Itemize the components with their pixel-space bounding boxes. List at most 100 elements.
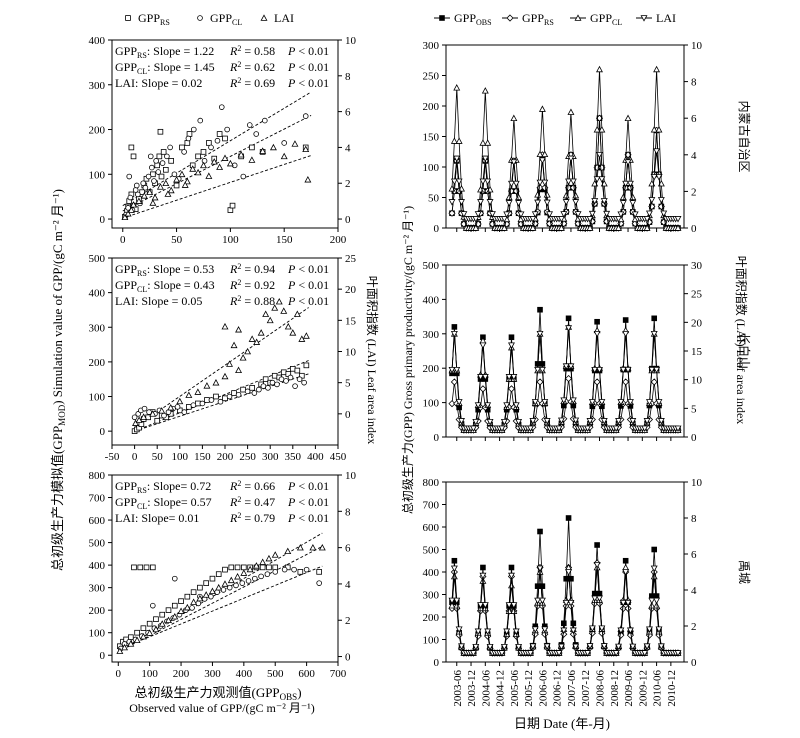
point-gpp-cl xyxy=(190,126,197,133)
point-gpp-rs xyxy=(190,589,197,595)
point-lai xyxy=(181,181,189,188)
point-lai xyxy=(216,163,224,170)
point-gpp-rs xyxy=(617,631,625,639)
legend-entry: GPPCL xyxy=(210,11,242,27)
point-lai xyxy=(653,597,661,605)
point-lai xyxy=(629,200,637,207)
point-lai xyxy=(309,543,317,551)
point-lai xyxy=(615,418,622,425)
point-gpp-cl xyxy=(453,84,461,91)
point-gpp-rs xyxy=(241,564,247,571)
point-gpp-rs xyxy=(128,634,134,641)
point-gpp-cl xyxy=(479,139,487,146)
point-gpp-rs xyxy=(262,376,269,383)
point-gpp-cl xyxy=(596,65,603,73)
point-gpp-cl xyxy=(643,224,651,231)
point-gpp-cl xyxy=(153,158,159,164)
point-gpp-rs xyxy=(617,220,625,228)
point-gpp-cl xyxy=(145,173,152,180)
point-gpp-rs xyxy=(143,564,150,571)
point-gpp-rs xyxy=(271,372,278,379)
lai-tick-label: 2 xyxy=(691,621,697,633)
point-gpp-cl xyxy=(543,191,551,198)
point-lai xyxy=(588,625,596,632)
point-lai xyxy=(304,176,312,183)
point-gpp-cl xyxy=(245,578,252,584)
y-tick-label: 200 xyxy=(423,101,440,113)
y-tick-label: 250 xyxy=(423,71,440,83)
point-lai xyxy=(158,407,166,414)
point-lai xyxy=(653,366,661,374)
point-lai xyxy=(538,366,546,374)
point-lai xyxy=(645,399,653,406)
x-tick-label: 300 xyxy=(262,451,279,463)
point-lai xyxy=(557,417,565,425)
point-gpp-cl xyxy=(586,224,594,231)
point-lai xyxy=(450,178,458,186)
point-lai xyxy=(177,607,185,614)
point-lai xyxy=(624,159,632,166)
lai-tick-label: 4 xyxy=(345,579,351,591)
point-lai xyxy=(280,152,288,160)
point-gpp-cl xyxy=(262,117,268,124)
point-lai xyxy=(555,425,563,433)
point-lai xyxy=(619,366,627,374)
point-gpp-rs xyxy=(631,220,639,228)
point-lai xyxy=(588,210,596,218)
point-lai xyxy=(674,216,682,223)
point-gpp-cl xyxy=(133,182,140,189)
point-lai xyxy=(486,644,494,651)
point-gpp-cl xyxy=(281,140,287,146)
point-lai xyxy=(515,644,523,651)
point-gpp-cl xyxy=(615,224,622,231)
point-gpp-cl xyxy=(244,388,251,395)
point-gpp-cl xyxy=(201,158,208,164)
site-label: 禹城 xyxy=(737,560,751,584)
point-lai xyxy=(562,199,570,206)
y-tick-label: 300 xyxy=(89,322,106,334)
point-lai xyxy=(631,211,639,218)
point-gpp-rs xyxy=(204,397,210,403)
point-lai xyxy=(538,597,546,605)
point-lai xyxy=(565,569,573,576)
point-gpp-cl xyxy=(235,391,242,398)
annotation-gpp-cl: GPPCL: Slope = 0.43 R2 = 0.92 P < 0.01 xyxy=(115,278,329,294)
point-lai xyxy=(617,211,625,218)
point-lai xyxy=(237,150,245,158)
point-lai xyxy=(246,565,254,573)
point-lai xyxy=(302,332,310,339)
point-gpp-cl xyxy=(629,193,637,201)
point-gpp-rs xyxy=(197,584,203,591)
point-gpp-rs xyxy=(272,564,279,571)
point-lai xyxy=(655,626,663,633)
point-lai xyxy=(151,193,159,201)
point-lai xyxy=(598,625,606,632)
point-gpp-cl xyxy=(653,65,661,73)
legend-marker-gpp-rs xyxy=(125,15,131,21)
point-lai xyxy=(674,650,682,657)
point-lai xyxy=(527,425,534,433)
point-lai xyxy=(572,417,580,425)
point-lai xyxy=(226,360,233,367)
point-lai xyxy=(164,190,172,197)
point-gpp-rs xyxy=(479,385,487,393)
point-lai xyxy=(629,643,637,651)
y-tick-label: 100 xyxy=(423,398,440,410)
lai-tick-label: 8 xyxy=(345,71,351,83)
lai-tick-label: 10 xyxy=(691,375,703,387)
x-tick-label: 200 xyxy=(173,668,190,680)
point-gpp-rs xyxy=(173,182,180,189)
point-gpp-cl xyxy=(233,582,239,589)
x-tick-label: 2008-12 xyxy=(609,670,621,707)
point-gpp-cl xyxy=(174,404,181,410)
y-tick-label: 0 xyxy=(100,650,106,662)
x-tick-label: 250 xyxy=(239,451,256,463)
point-lai xyxy=(234,573,242,580)
scatter-panel-2: 0 100 200 300 400 500 0 5 10 15 20 25 -50 0 50 100 150 20… xyxy=(89,253,357,463)
point-lai xyxy=(221,372,229,380)
point-gpp-cl xyxy=(316,580,322,586)
x-tick-label: 2009-06 xyxy=(623,670,635,707)
point-lai xyxy=(572,199,580,206)
y-tick-label: 500 xyxy=(89,253,106,265)
point-lai xyxy=(205,172,213,179)
